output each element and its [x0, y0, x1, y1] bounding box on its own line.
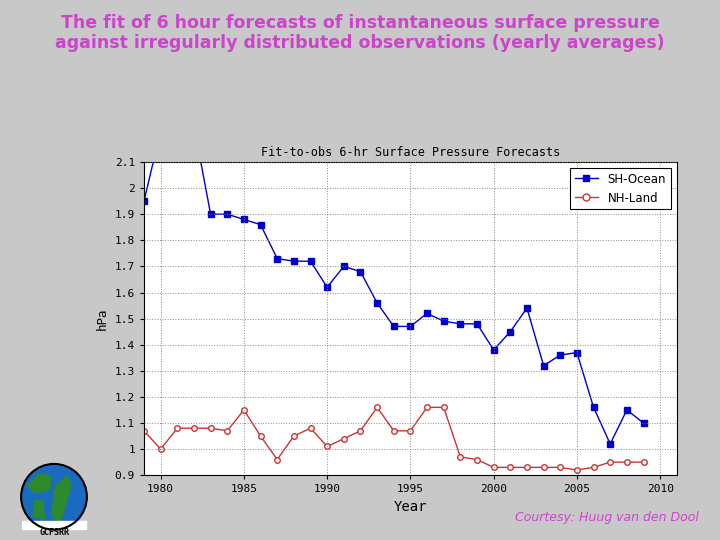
- SH-Ocean: [490, 347, 498, 353]
- SH-Ocean: [289, 258, 298, 265]
- SH-Ocean: [323, 284, 331, 291]
- Polygon shape: [27, 474, 50, 493]
- Polygon shape: [22, 522, 86, 529]
- NH-Land: [289, 433, 298, 440]
- NH-Land: [490, 464, 498, 470]
- SH-Ocean: [140, 198, 148, 205]
- NH-Land: [140, 428, 148, 434]
- NH-Land: [606, 459, 614, 465]
- SH-Ocean: [156, 127, 165, 134]
- SH-Ocean: [390, 323, 398, 329]
- NH-Land: [556, 464, 564, 470]
- SH-Ocean: [223, 211, 232, 218]
- Polygon shape: [52, 476, 71, 523]
- SH-Ocean: [339, 263, 348, 269]
- SH-Ocean: [356, 268, 365, 275]
- SH-Ocean: [639, 420, 648, 426]
- NH-Land: [472, 456, 481, 463]
- NH-Land: [306, 425, 315, 431]
- Text: The fit of 6 hour forecasts of instantaneous surface pressure
against irregularl: The fit of 6 hour forecasts of instantan…: [55, 14, 665, 52]
- Circle shape: [22, 464, 86, 529]
- SH-Ocean: [456, 321, 464, 327]
- NH-Land: [423, 404, 431, 410]
- NH-Land: [256, 433, 265, 440]
- NH-Land: [572, 467, 581, 473]
- Line: NH-Land: NH-Land: [141, 404, 647, 472]
- SH-Ocean: [589, 404, 598, 410]
- SH-Ocean: [472, 321, 481, 327]
- NH-Land: [356, 428, 365, 434]
- SH-Ocean: [189, 122, 198, 129]
- NH-Land: [223, 428, 232, 434]
- NH-Land: [390, 428, 398, 434]
- NH-Land: [539, 464, 548, 470]
- NH-Land: [206, 425, 215, 431]
- SH-Ocean: [556, 352, 564, 359]
- SH-Ocean: [373, 300, 382, 306]
- SH-Ocean: [256, 221, 265, 228]
- NH-Land: [439, 404, 448, 410]
- NH-Land: [173, 425, 181, 431]
- SH-Ocean: [273, 255, 282, 262]
- Title: Fit-to-obs 6-hr Surface Pressure Forecasts: Fit-to-obs 6-hr Surface Pressure Forecas…: [261, 146, 560, 159]
- Text: Courtesy: Huug van den Dool: Courtesy: Huug van den Dool: [515, 511, 698, 524]
- SH-Ocean: [423, 310, 431, 316]
- NH-Land: [323, 443, 331, 450]
- NH-Land: [456, 454, 464, 460]
- SH-Ocean: [623, 407, 631, 413]
- NH-Land: [506, 464, 515, 470]
- SH-Ocean: [240, 216, 248, 222]
- SH-Ocean: [572, 349, 581, 356]
- NH-Land: [189, 425, 198, 431]
- SH-Ocean: [506, 328, 515, 335]
- SH-Ocean: [173, 120, 181, 126]
- NH-Land: [523, 464, 531, 470]
- SH-Ocean: [306, 258, 315, 265]
- Polygon shape: [33, 501, 45, 519]
- SH-Ocean: [439, 318, 448, 325]
- NH-Land: [623, 459, 631, 465]
- Y-axis label: hPa: hPa: [96, 307, 109, 330]
- NH-Land: [240, 407, 248, 413]
- NH-Land: [639, 459, 648, 465]
- SH-Ocean: [406, 323, 415, 329]
- NH-Land: [273, 456, 282, 463]
- Text: GCFSRR: GCFSRR: [39, 528, 69, 537]
- NH-Land: [156, 446, 165, 453]
- Legend: SH-Ocean, NH-Land: SH-Ocean, NH-Land: [570, 168, 671, 209]
- X-axis label: Year: Year: [394, 500, 427, 514]
- NH-Land: [373, 404, 382, 410]
- SH-Ocean: [523, 305, 531, 312]
- SH-Ocean: [606, 441, 614, 447]
- SH-Ocean: [206, 211, 215, 218]
- NH-Land: [589, 464, 598, 470]
- NH-Land: [339, 435, 348, 442]
- Line: SH-Ocean: SH-Ocean: [141, 120, 647, 447]
- NH-Land: [406, 428, 415, 434]
- SH-Ocean: [539, 362, 548, 369]
